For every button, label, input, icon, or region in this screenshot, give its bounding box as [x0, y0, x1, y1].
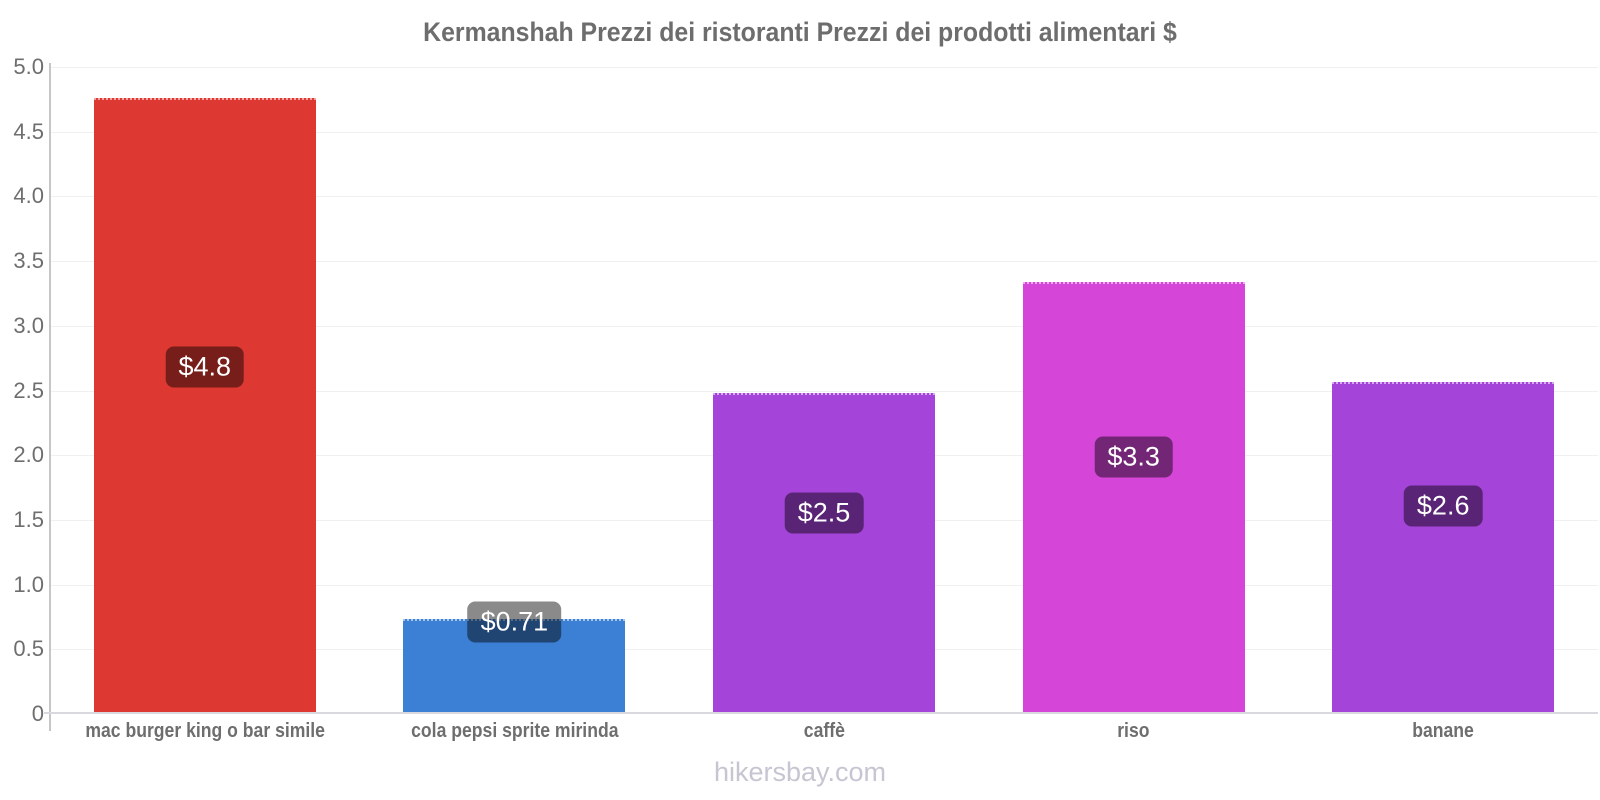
x-axis-line [44, 712, 1598, 714]
y-tick-label-1.0: 1.0 [13, 571, 44, 597]
x-label-3: riso [979, 716, 1289, 746]
x-label-text-2: caffè [803, 720, 845, 742]
chart-title: Kermanshah Prezzi dei ristoranti Prezzi … [423, 17, 1177, 47]
y-tick-label-3.0: 3.0 [13, 312, 44, 338]
x-label-2: caffè [669, 716, 979, 746]
bar-3 [1022, 281, 1245, 714]
y-axis-line [49, 63, 51, 731]
y-tick-label-0: 0 [31, 701, 44, 726]
gridline-4.5 [50, 131, 1598, 133]
gridline-5.0 [50, 67, 1598, 68]
y-tick-label-4.5: 4.5 [13, 118, 44, 144]
y-tick-label-5.0: 5.0 [13, 54, 44, 79]
bar-0 [93, 98, 316, 714]
x-label-text-1: cola pepsi sprite mirinda [410, 720, 619, 742]
x-label-0: mac burger king o bar simile [50, 716, 360, 746]
y-tick-label-0.5: 0.5 [13, 636, 44, 662]
x-label-text-3: riso [1117, 720, 1150, 742]
x-label-text-4: banane [1412, 720, 1475, 742]
value-label-0[interactable]: $4.8 [165, 346, 245, 388]
gridline-3.0 [50, 325, 1598, 327]
value-label-3[interactable]: $3.3 [1094, 436, 1173, 478]
x-label-1: cola pepsi sprite mirinda [360, 716, 670, 746]
y-tick-label-2.5: 2.5 [13, 377, 44, 403]
gridline-2.5 [50, 390, 1598, 392]
y-tick-label-3.5: 3.5 [13, 248, 44, 274]
bar-4 [1332, 382, 1555, 714]
y-tick-label-2.0: 2.0 [13, 442, 44, 468]
bar-1 [403, 618, 626, 714]
gridline-4.0 [50, 196, 1598, 198]
x-label-4: banane [1288, 716, 1598, 746]
x-label-text-0: mac burger king o bar simile [84, 720, 325, 742]
y-tick-label-1.5: 1.5 [13, 506, 44, 532]
bar-2 [713, 393, 935, 714]
value-label-1[interactable]: $0.71 [467, 601, 562, 643]
value-label-2[interactable]: $2.5 [784, 492, 864, 534]
y-tick-label-4.0: 4.0 [13, 183, 44, 209]
gridline-3.5 [50, 261, 1598, 263]
footer-link[interactable]: hikersbay.com [713, 757, 887, 787]
value-label-4[interactable]: $2.6 [1403, 485, 1483, 527]
